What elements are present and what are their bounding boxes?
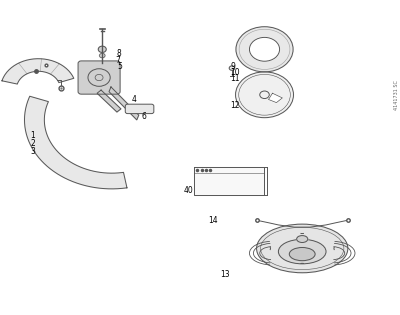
Text: 8: 8 <box>116 49 121 58</box>
Circle shape <box>100 53 105 58</box>
Text: 13: 13 <box>220 270 230 279</box>
Polygon shape <box>236 27 293 72</box>
Polygon shape <box>268 93 282 103</box>
Ellipse shape <box>289 248 315 261</box>
Text: 14: 14 <box>208 215 218 225</box>
Text: 3: 3 <box>30 147 35 157</box>
Polygon shape <box>97 90 121 112</box>
Polygon shape <box>2 59 74 84</box>
Polygon shape <box>236 72 294 118</box>
FancyBboxPatch shape <box>125 104 154 114</box>
Text: 4: 4 <box>132 95 136 104</box>
Text: 6: 6 <box>142 112 146 121</box>
Ellipse shape <box>256 224 348 273</box>
Text: 5: 5 <box>118 62 123 71</box>
Text: 12: 12 <box>230 101 240 110</box>
Text: 11: 11 <box>230 74 240 83</box>
Text: 1: 1 <box>30 131 35 140</box>
Circle shape <box>229 66 235 70</box>
Ellipse shape <box>297 236 308 243</box>
FancyBboxPatch shape <box>78 61 120 94</box>
Text: 9: 9 <box>231 62 236 71</box>
Text: 4141731 SC: 4141731 SC <box>394 80 399 110</box>
Text: 40: 40 <box>183 186 193 195</box>
Polygon shape <box>250 37 280 61</box>
Circle shape <box>95 74 103 81</box>
Ellipse shape <box>278 239 326 264</box>
Polygon shape <box>24 96 127 189</box>
Circle shape <box>98 46 106 52</box>
Polygon shape <box>194 167 264 195</box>
Text: 10: 10 <box>230 68 240 77</box>
Text: 2: 2 <box>30 139 35 148</box>
Polygon shape <box>109 87 139 120</box>
Text: 7: 7 <box>116 55 121 65</box>
